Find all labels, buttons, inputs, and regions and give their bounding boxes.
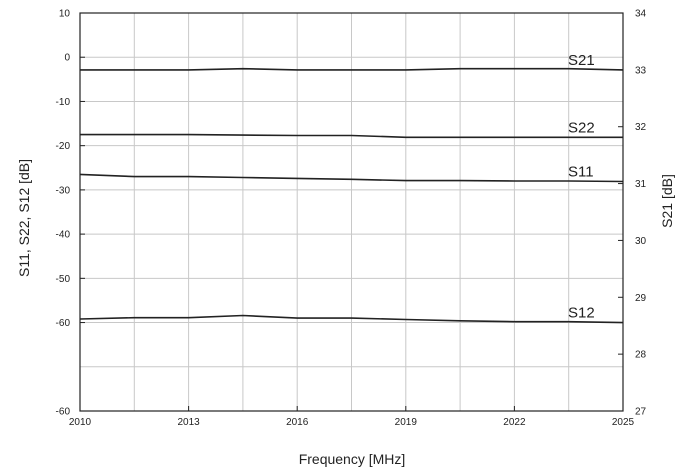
series-line-s21 xyxy=(80,67,624,71)
series-label-s11: S11 xyxy=(568,163,594,180)
series-label-s12: S12 xyxy=(568,305,595,322)
y2-tick-label: 31 xyxy=(635,179,647,190)
series-label-s22: S22 xyxy=(568,119,595,136)
series-labels: S21 S22 S11 S12 xyxy=(568,52,595,322)
y2-tick-label: 32 xyxy=(635,122,647,133)
y2-tick-label: 34 xyxy=(635,9,647,20)
y-tick-label: -60 xyxy=(56,318,71,329)
y-tick-label: -10 xyxy=(56,97,71,108)
y2-tick-label: 33 xyxy=(635,65,647,76)
y-tick-label: -20 xyxy=(56,141,71,152)
plot-frame xyxy=(79,12,624,412)
series-label-s21: S21 xyxy=(568,52,595,69)
axis-ticks: 10 0 -10 -20 -30 -40 -50 -60 -60 34 33 32 31 30 29 28 27… xyxy=(56,9,647,429)
series-line-s22 xyxy=(80,133,623,139)
y-tick-label: -50 xyxy=(56,274,71,285)
y-axis-label: S11, S22, S12 [dB] xyxy=(16,159,32,277)
y2-tick-label: 29 xyxy=(635,293,647,304)
y-tick-label: -60 xyxy=(56,407,71,418)
x-tick-label: 2022 xyxy=(503,417,526,428)
y2-tick-label: 27 xyxy=(635,407,647,418)
series-line-s12 xyxy=(79,314,624,324)
y2-axis-label: S21 [dB] xyxy=(659,174,675,228)
x-tick-label: 2016 xyxy=(286,417,309,428)
series-line-s11 xyxy=(79,173,624,183)
series-lines xyxy=(79,67,624,324)
y-tick-label: 0 xyxy=(64,53,70,64)
x-tick-label: 2019 xyxy=(395,417,418,428)
x-tick-label: 2025 xyxy=(612,417,635,428)
x-axis-label: Frequency [MHz] xyxy=(299,451,406,467)
grid xyxy=(80,13,623,411)
y-tick-label: 10 xyxy=(59,9,71,20)
y-tick-label: -30 xyxy=(56,185,71,196)
y2-tick-label: 30 xyxy=(635,236,647,247)
x-tick-label: 2010 xyxy=(69,417,92,428)
x-tick-label: 2013 xyxy=(177,417,200,428)
y-tick-label: -40 xyxy=(56,230,71,241)
y2-tick-label: 28 xyxy=(635,350,647,361)
